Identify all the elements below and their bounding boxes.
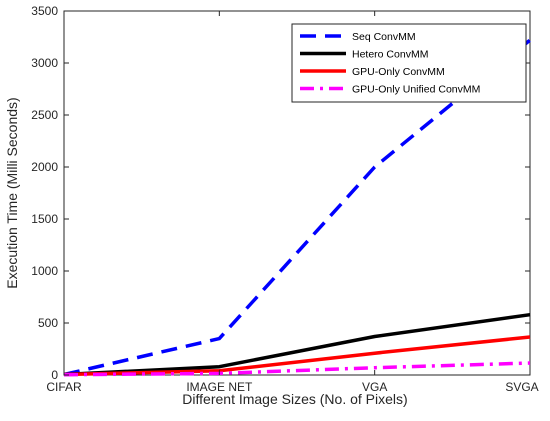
legend-label: Seq ConvMM [352, 31, 416, 43]
x-axis-ticks: CIFAR IMAGE NET VGA SVGA [46, 11, 539, 394]
series-layer [63, 38, 532, 377]
y-tick-label: 1000 [31, 264, 58, 278]
x-tick-label: VGA [362, 380, 387, 394]
y-tick-label: 0 [51, 368, 58, 382]
y-tick-label: 3000 [31, 56, 58, 70]
legend: Seq ConvMM Hetero ConvMM GPU-Only ConvMM GP… [291, 23, 527, 103]
y-tick-label: 2500 [31, 108, 58, 122]
series-line-2 [63, 335, 531, 377]
legend-label: GPU-Only Unified ConvMM [352, 84, 480, 96]
series-line-1 [63, 312, 531, 377]
series-line-0 [63, 38, 532, 377]
x-tick-label: CIFAR [46, 380, 82, 394]
y-axis-ticks: 0 500 1000 1500 2000 2500 3000 3500 [31, 4, 530, 382]
series-line-3 [63, 361, 531, 377]
x-axis-label: Different Image Sizes (No. of Pixels) [182, 391, 407, 407]
y-tick-label: 500 [38, 316, 58, 330]
y-axis-label: Execution Time (Milli Seconds) [4, 97, 20, 288]
y-tick-label: 1500 [31, 212, 58, 226]
y-tick-label: 3500 [31, 4, 58, 18]
y-tick-label: 2000 [31, 160, 58, 174]
x-tick-label: SVGA [505, 380, 538, 394]
legend-label: Hetero ConvMM [352, 49, 428, 61]
legend-label: GPU-Only ConvMM [352, 66, 445, 78]
x-tick-label: IMAGE NET [186, 380, 253, 394]
